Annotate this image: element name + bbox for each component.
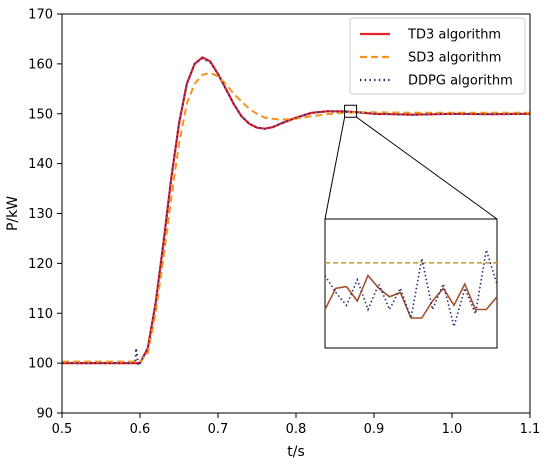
y-tick-label: 140 <box>28 157 53 172</box>
y-axis-label: P/kW <box>5 196 21 231</box>
x-tick-label: 1.0 <box>442 422 463 437</box>
zoom-connector-left <box>324 117 346 220</box>
y-tick-label: 120 <box>28 257 53 272</box>
legend-entry: DDPG algorithm <box>408 74 513 89</box>
x-tick-label: 0.9 <box>364 422 385 437</box>
legend-entry: SD3 algorithm <box>408 51 501 66</box>
inset-line-td3 <box>324 273 498 319</box>
y-tick-label: 110 <box>28 307 53 322</box>
series-line-sd3 <box>62 71 530 363</box>
legend-entry: TD3 algorithm <box>407 28 501 43</box>
legend: TD3 algorithm SD3 algorithm DDPG algorithm <box>349 17 526 95</box>
y-tick-label: 160 <box>28 57 53 72</box>
x-tick-label: 0.7 <box>208 422 229 437</box>
axes: 0.5 0.6 0.7 0.8 0.9 1.0 1.1 90 100 110 120 130 140 15… <box>5 8 540 461</box>
plot-area <box>62 56 531 367</box>
zoom-inset <box>324 104 498 349</box>
x-tick-label: 0.8 <box>286 422 307 437</box>
x-tick-label: 0.5 <box>52 422 73 437</box>
inset-frame <box>324 218 498 349</box>
y-tick-label: 170 <box>28 8 53 23</box>
zoom-box <box>344 104 358 118</box>
x-tick-label: 0.6 <box>130 422 151 437</box>
x-tick-label: 1.1 <box>520 422 541 437</box>
x-axis-label: t/s <box>287 444 305 460</box>
y-tick-label: 130 <box>28 207 53 222</box>
y-tick-label: 150 <box>28 107 53 122</box>
legend-box <box>349 17 526 95</box>
y-tick-label: 100 <box>28 357 53 372</box>
y-tick-label: 90 <box>36 407 53 422</box>
series-line-ddpg <box>62 57 531 367</box>
zoom-connector-right <box>356 116 498 220</box>
